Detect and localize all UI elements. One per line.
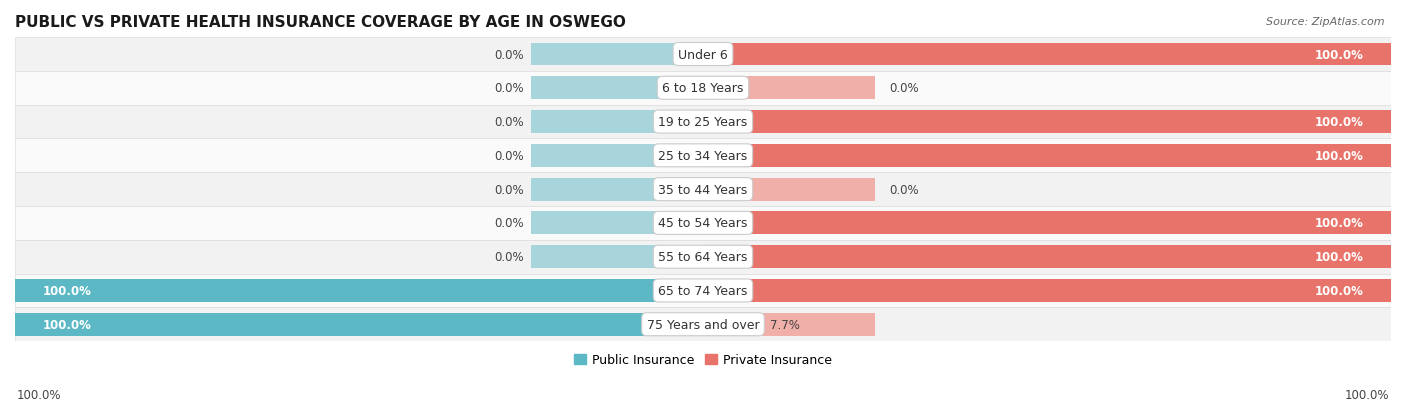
Bar: [703, 178, 875, 201]
Bar: [531, 77, 703, 100]
FancyBboxPatch shape: [15, 274, 1391, 308]
Bar: [703, 43, 875, 66]
Bar: [703, 43, 1391, 66]
FancyBboxPatch shape: [15, 139, 1391, 173]
Text: 35 to 44 Years: 35 to 44 Years: [658, 183, 748, 196]
Text: 75 Years and over: 75 Years and over: [647, 318, 759, 331]
Bar: [703, 212, 1391, 235]
FancyBboxPatch shape: [15, 308, 1391, 341]
Text: 55 to 64 Years: 55 to 64 Years: [658, 251, 748, 263]
Text: 0.0%: 0.0%: [495, 150, 524, 162]
Text: PUBLIC VS PRIVATE HEALTH INSURANCE COVERAGE BY AGE IN OSWEGO: PUBLIC VS PRIVATE HEALTH INSURANCE COVER…: [15, 15, 626, 30]
Text: 100.0%: 100.0%: [1315, 284, 1364, 297]
FancyBboxPatch shape: [15, 105, 1391, 139]
Bar: [703, 145, 1391, 167]
FancyBboxPatch shape: [15, 240, 1391, 274]
Bar: [531, 111, 703, 134]
Text: 0.0%: 0.0%: [889, 183, 918, 196]
FancyBboxPatch shape: [15, 72, 1391, 105]
Bar: [703, 246, 1391, 268]
Text: Under 6: Under 6: [678, 48, 728, 62]
Legend: Public Insurance, Private Insurance: Public Insurance, Private Insurance: [568, 349, 838, 371]
FancyBboxPatch shape: [15, 173, 1391, 206]
Bar: [15, 279, 703, 302]
Bar: [531, 279, 703, 302]
Text: 25 to 34 Years: 25 to 34 Years: [658, 150, 748, 162]
Bar: [531, 145, 703, 167]
Text: Source: ZipAtlas.com: Source: ZipAtlas.com: [1267, 17, 1385, 26]
Bar: [703, 279, 1391, 302]
Text: 100.0%: 100.0%: [42, 318, 91, 331]
Bar: [703, 246, 875, 268]
Bar: [703, 77, 875, 100]
Text: 65 to 74 Years: 65 to 74 Years: [658, 284, 748, 297]
Text: 0.0%: 0.0%: [495, 217, 524, 230]
Text: 45 to 54 Years: 45 to 54 Years: [658, 217, 748, 230]
Bar: [703, 313, 756, 336]
FancyBboxPatch shape: [15, 206, 1391, 240]
Bar: [531, 43, 703, 66]
FancyBboxPatch shape: [15, 38, 1391, 72]
Bar: [15, 313, 703, 336]
Text: 0.0%: 0.0%: [495, 82, 524, 95]
Text: 19 to 25 Years: 19 to 25 Years: [658, 116, 748, 129]
Bar: [531, 212, 703, 235]
Bar: [703, 145, 875, 167]
Bar: [703, 212, 875, 235]
Text: 100.0%: 100.0%: [1315, 150, 1364, 162]
Text: 100.0%: 100.0%: [1315, 116, 1364, 129]
Bar: [703, 313, 875, 336]
Text: 100.0%: 100.0%: [1344, 388, 1389, 401]
Text: 0.0%: 0.0%: [889, 82, 918, 95]
Bar: [703, 111, 1391, 134]
Text: 0.0%: 0.0%: [495, 116, 524, 129]
Text: 6 to 18 Years: 6 to 18 Years: [662, 82, 744, 95]
Text: 100.0%: 100.0%: [1315, 48, 1364, 62]
Bar: [703, 111, 875, 134]
Text: 100.0%: 100.0%: [1315, 217, 1364, 230]
Text: 0.0%: 0.0%: [495, 251, 524, 263]
Bar: [531, 178, 703, 201]
Text: 100.0%: 100.0%: [42, 284, 91, 297]
Bar: [531, 246, 703, 268]
Text: 0.0%: 0.0%: [495, 48, 524, 62]
Text: 100.0%: 100.0%: [17, 388, 62, 401]
Bar: [531, 313, 703, 336]
Text: 100.0%: 100.0%: [1315, 251, 1364, 263]
Text: 0.0%: 0.0%: [495, 183, 524, 196]
Bar: [703, 279, 875, 302]
Text: 7.7%: 7.7%: [769, 318, 800, 331]
